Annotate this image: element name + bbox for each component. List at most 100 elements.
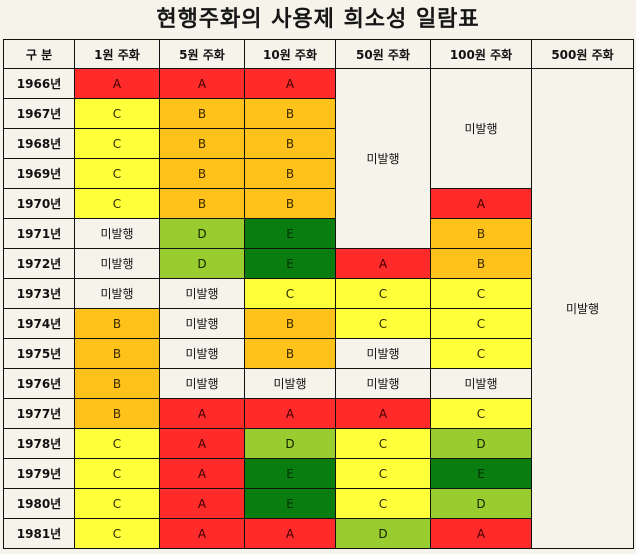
page-title: 현행주화의 사용제 희소성 일람표	[156, 7, 480, 32]
year-cell: 1979년	[3, 458, 75, 489]
cell-50won: C	[335, 428, 431, 459]
cell-10won: E	[244, 218, 336, 249]
cell-10won: D	[244, 428, 336, 459]
cell-50won: 미발행	[335, 368, 431, 399]
cell-5won: B	[159, 128, 245, 159]
cell-1won: C	[74, 428, 160, 459]
cell-5won: B	[159, 98, 245, 129]
year-cell: 1977년	[3, 398, 75, 429]
cell-50won: C	[335, 308, 431, 339]
cell-1won: C	[74, 188, 160, 219]
cell-10won: B	[244, 308, 336, 339]
header-category: 구 분	[3, 39, 75, 69]
table-row: 1977년 B A A A C	[3, 398, 634, 429]
cell-1won: C	[74, 518, 160, 549]
cell-100won: E	[430, 458, 532, 489]
cell-5won: 미발행	[159, 278, 245, 309]
cell-50won: C	[335, 488, 431, 519]
table-row: 1974년 B 미발행 B C C	[3, 308, 634, 339]
cell-1won: 미발행	[74, 248, 160, 279]
cell-10won: B	[244, 98, 336, 129]
cell-5won: A	[159, 68, 245, 99]
cell-5won: 미발행	[159, 368, 245, 399]
cell-1won: B	[74, 398, 160, 429]
header-row: 구 분 1원 주화 5원 주화 10원 주화 50원 주화 100원 주화 50…	[3, 39, 634, 69]
cell-100won: C	[430, 308, 532, 339]
cell-1won: B	[74, 338, 160, 369]
cell-50won: C	[335, 278, 431, 309]
table-row: 1981년 C A A D A	[3, 518, 634, 549]
cell-5won: B	[159, 188, 245, 219]
cell-1won: A	[74, 68, 160, 99]
cell-50won: A	[335, 248, 431, 279]
cell-1won: C	[74, 128, 160, 159]
cell-10won: E	[244, 488, 336, 519]
cell-10won: C	[244, 278, 336, 309]
year-cell: 1966년	[3, 68, 75, 99]
year-cell: 1969년	[3, 158, 75, 189]
header-500won: 500원 주화	[531, 39, 634, 69]
cell-100won: D	[430, 428, 532, 459]
year-cell: 1972년	[3, 248, 75, 279]
cell-500won-not-issued: 미발행	[531, 68, 634, 549]
table-row: 1973년 미발행 미발행 C C C	[3, 278, 634, 309]
cell-10won: A	[244, 518, 336, 549]
year-cell: 1970년	[3, 188, 75, 219]
cell-5won: A	[159, 458, 245, 489]
cell-10won: A	[244, 68, 336, 99]
header-50won: 50원 주화	[335, 39, 431, 69]
cell-5won: A	[159, 428, 245, 459]
cell-1won: B	[74, 308, 160, 339]
year-cell: 1968년	[3, 128, 75, 159]
header-10won: 10원 주화	[244, 39, 336, 69]
cell-10won: 미발행	[244, 368, 336, 399]
cell-50won: C	[335, 458, 431, 489]
cell-5won: D	[159, 248, 245, 279]
cell-1won: C	[74, 488, 160, 519]
cell-10won: A	[244, 398, 336, 429]
rarity-table: 구 분 1원 주화 5원 주화 10원 주화 50원 주화 100원 주화 50…	[3, 39, 634, 549]
cell-10won: E	[244, 248, 336, 279]
header-5won: 5원 주화	[159, 39, 245, 69]
year-cell: 1975년	[3, 338, 75, 369]
table-row: 1976년 B 미발행 미발행 미발행 미발행	[3, 368, 634, 399]
cell-1won: B	[74, 368, 160, 399]
cell-10won: B	[244, 158, 336, 189]
table-row: 1966년 A A A 미발행 미발행 미발행	[3, 68, 634, 549]
cell-5won: B	[159, 158, 245, 189]
year-cell: 1973년	[3, 278, 75, 309]
year-cell: 1971년	[3, 218, 75, 249]
cell-5won: A	[159, 398, 245, 429]
cell-100won: B	[430, 218, 532, 249]
cell-50won-not-issued: 미발행	[335, 68, 431, 249]
cell-50won: A	[335, 398, 431, 429]
cell-1won: 미발행	[74, 218, 160, 249]
table-row: 1980년 C A E C D	[3, 488, 634, 519]
year-cell: 1978년	[3, 428, 75, 459]
cell-1won: C	[74, 158, 160, 189]
cell-10won: B	[244, 338, 336, 369]
cell-10won: B	[244, 188, 336, 219]
year-cell: 1974년	[3, 308, 75, 339]
cell-100won: C	[430, 278, 532, 309]
cell-100won: C	[430, 338, 532, 369]
table-row: 1969년 C B B	[3, 158, 634, 189]
cell-100won: A	[430, 188, 532, 219]
year-cell: 1967년	[3, 98, 75, 129]
table-row: 1979년 C A E C E	[3, 458, 634, 489]
year-cell: 1981년	[3, 518, 75, 549]
cell-100won: C	[430, 398, 532, 429]
year-cell: 1976년	[3, 368, 75, 399]
cell-1won: C	[74, 458, 160, 489]
year-cell: 1980년	[3, 488, 75, 519]
cell-5won: A	[159, 488, 245, 519]
table-row: 1975년 B 미발행 B 미발행 C	[3, 338, 634, 369]
cell-100won: 미발행	[430, 368, 532, 399]
cell-5won: D	[159, 218, 245, 249]
cell-50won: D	[335, 518, 431, 549]
header-1won: 1원 주화	[74, 39, 160, 69]
cell-5won: A	[159, 518, 245, 549]
cell-100won: D	[430, 488, 532, 519]
cell-50won: 미발행	[335, 338, 431, 369]
